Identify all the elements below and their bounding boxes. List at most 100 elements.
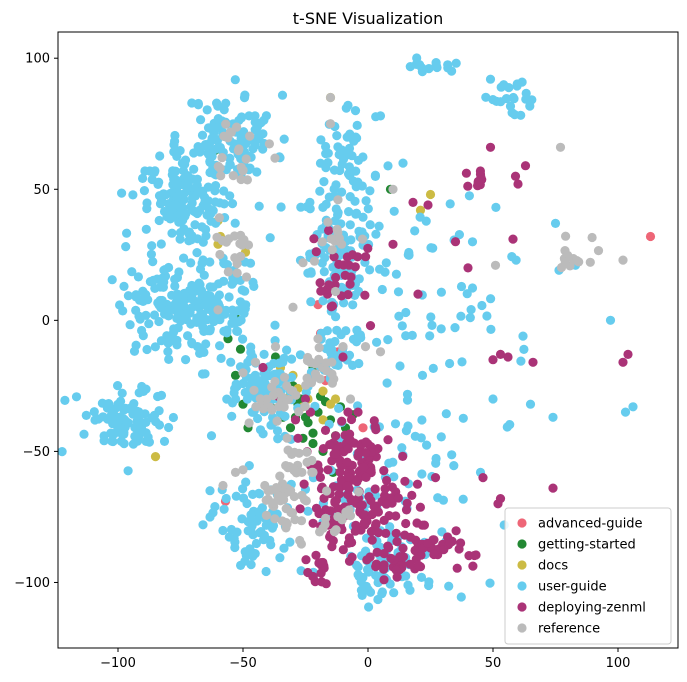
legend-label-getting-started: getting-started (538, 538, 636, 553)
point-deploying-zenml (503, 352, 513, 362)
point-user-guide (170, 281, 180, 291)
point-user-guide (243, 357, 253, 367)
point-reference (338, 342, 348, 352)
point-reference (279, 402, 289, 412)
point-reference (215, 163, 225, 173)
point-reference (221, 119, 231, 129)
point-user-guide (295, 350, 305, 360)
point-user-guide (363, 204, 373, 214)
point-user-guide (518, 331, 528, 341)
point-user-guide (206, 208, 216, 218)
point-deploying-zenml (461, 168, 471, 178)
x-tick-label: −50 (229, 656, 256, 671)
point-deploying-zenml (352, 477, 362, 487)
point-user-guide (232, 381, 242, 392)
point-user-guide (337, 145, 347, 155)
point-user-guide (228, 312, 238, 322)
point-reference (237, 240, 247, 250)
point-user-guide (348, 300, 358, 310)
point-user-guide (242, 394, 252, 404)
point-deploying-zenml (520, 161, 531, 171)
point-user-guide (436, 432, 446, 442)
point-user-guide (351, 166, 361, 176)
point-reference (313, 334, 323, 344)
point-deploying-zenml (381, 499, 391, 509)
point-user-guide (507, 252, 517, 262)
point-user-guide (175, 202, 185, 212)
point-user-guide (227, 398, 238, 408)
point-user-guide (467, 237, 478, 247)
point-getting-started (308, 428, 318, 438)
point-user-guide (380, 267, 390, 277)
point-deploying-zenml (362, 555, 372, 565)
point-reference (271, 483, 281, 493)
point-user-guide (373, 594, 383, 605)
point-user-guide (491, 202, 501, 212)
point-reference (300, 401, 310, 411)
point-user-guide (436, 287, 446, 297)
point-user-guide (251, 538, 261, 549)
point-user-guide (200, 369, 210, 379)
point-user-guide (107, 436, 117, 446)
point-user-guide (331, 351, 341, 361)
point-user-guide (390, 419, 401, 429)
point-reference (327, 357, 337, 367)
point-user-guide (154, 191, 165, 201)
point-user-guide (329, 184, 339, 194)
point-user-guide (149, 310, 160, 320)
point-user-guide (107, 275, 117, 285)
point-reference (593, 246, 604, 256)
point-user-guide (332, 131, 342, 141)
point-user-guide (99, 436, 109, 446)
point-reference (357, 234, 368, 244)
point-user-guide (150, 283, 160, 293)
axes-layer: −100 −50 0 50 100 100 50 0 −50 −100 (14, 52, 630, 671)
point-deploying-zenml (407, 490, 417, 500)
point-user-guide (122, 228, 132, 238)
point-user-guide (336, 330, 346, 340)
point-user-guide (525, 101, 535, 111)
point-deploying-zenml (347, 552, 357, 562)
legend-label-advanced-guide: advanced-guide (538, 517, 643, 532)
point-reference (333, 195, 343, 205)
point-user-guide (89, 407, 99, 417)
point-user-guide (276, 202, 286, 212)
point-user-guide (403, 421, 413, 431)
point-user-guide (213, 101, 223, 111)
point-reference (321, 513, 331, 524)
point-user-guide (194, 303, 204, 313)
point-user-guide (238, 334, 248, 344)
point-user-guide (331, 312, 341, 322)
point-deploying-zenml (338, 260, 349, 270)
point-user-guide (365, 265, 375, 275)
point-user-guide (458, 494, 468, 504)
point-deploying-zenml (299, 479, 309, 489)
point-user-guide (485, 74, 496, 84)
point-user-guide (348, 334, 359, 344)
point-docs (150, 452, 161, 462)
point-user-guide (207, 149, 217, 159)
point-deploying-zenml (290, 415, 301, 425)
point-deploying-zenml (337, 416, 347, 426)
point-deploying-zenml (338, 352, 348, 362)
point-reference (298, 258, 308, 268)
point-deploying-zenml (488, 355, 498, 365)
point-deploying-zenml (379, 466, 389, 476)
point-reference (333, 511, 343, 522)
point-user-guide (148, 275, 158, 285)
point-reference (230, 253, 240, 263)
point-user-guide (250, 549, 260, 559)
point-user-guide (147, 174, 157, 185)
point-user-guide (117, 388, 127, 398)
point-user-guide (193, 100, 203, 110)
point-reference (216, 171, 226, 181)
point-reference (560, 257, 570, 267)
point-user-guide (287, 372, 297, 382)
point-user-guide (93, 414, 104, 424)
point-user-guide (389, 588, 399, 598)
point-user-guide (128, 439, 138, 449)
point-user-guide (364, 602, 374, 612)
point-user-guide (382, 378, 392, 388)
point-user-guide (358, 212, 368, 222)
